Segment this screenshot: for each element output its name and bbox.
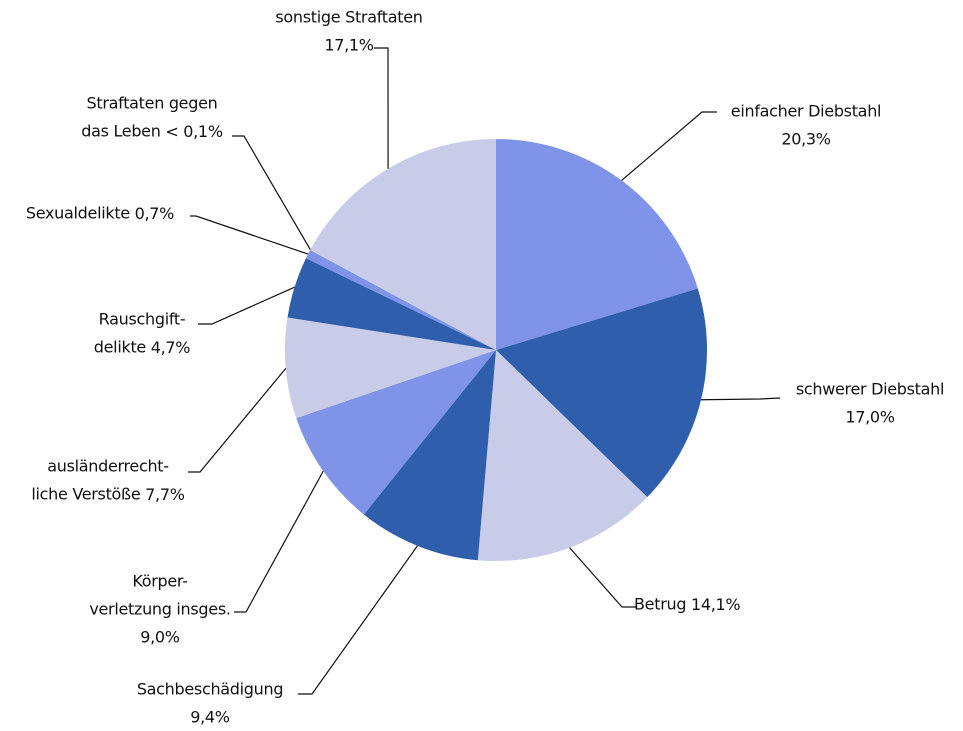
- value-label: 14,1%: [691, 595, 740, 614]
- pie-slice: [296, 350, 496, 515]
- pie-slice: [285, 317, 496, 419]
- slice-label: ausländerrecht-: [47, 457, 169, 476]
- pie-slice: [477, 350, 648, 561]
- slice-label: verletzung insges.: [89, 600, 230, 619]
- leader-line: [701, 397, 781, 401]
- slice-label: schwerer Diebstahl: [796, 380, 944, 399]
- pie-slice: [310, 139, 496, 350]
- slice-label: Körper-: [132, 572, 187, 591]
- value-label: 9,4%: [190, 708, 230, 727]
- pie-slice: [363, 350, 496, 561]
- leader-line: [621, 111, 717, 181]
- value-label: 17,1%: [324, 36, 373, 55]
- pie-slice: [310, 249, 496, 350]
- slice-label: Betrug 14,1%: [634, 595, 740, 614]
- leader-line: [188, 367, 287, 473]
- value-label: < 0,1%: [165, 122, 222, 141]
- leader-line: [198, 286, 295, 325]
- slice-label: sonstige Straftaten: [275, 8, 422, 27]
- leader-line: [374, 47, 389, 169]
- value-label: 0,7%: [135, 204, 175, 223]
- leader-line: [190, 215, 309, 255]
- leader-line: [232, 135, 311, 251]
- slice-label: Rauschgift-: [99, 310, 186, 329]
- slice-label: das Leben < 0,1%: [81, 122, 223, 141]
- value-label: 7,7%: [145, 485, 185, 504]
- pie-slice: [496, 139, 698, 350]
- value-label: 20,3%: [781, 130, 830, 149]
- value-label: 17,0%: [845, 408, 894, 427]
- slice-label: liche Verstöße 7,7%: [31, 485, 184, 504]
- pie-slice: [287, 258, 496, 350]
- slice-label: einfacher Diebstahl: [731, 102, 881, 121]
- leader-line: [569, 547, 636, 608]
- value-label: 9,0%: [140, 628, 180, 647]
- slice-label: Sexualdelikte 0,7%: [26, 204, 174, 223]
- slice-label: Sachbeschädigung: [137, 680, 283, 699]
- slice-label: Straftaten gegen: [87, 94, 218, 113]
- pie-slice: [496, 288, 708, 498]
- pie-slice: [305, 249, 496, 350]
- leader-line: [298, 545, 418, 695]
- leader-line: [234, 470, 324, 613]
- value-label: 4,7%: [151, 338, 191, 357]
- slice-label: delikte 4,7%: [94, 338, 191, 357]
